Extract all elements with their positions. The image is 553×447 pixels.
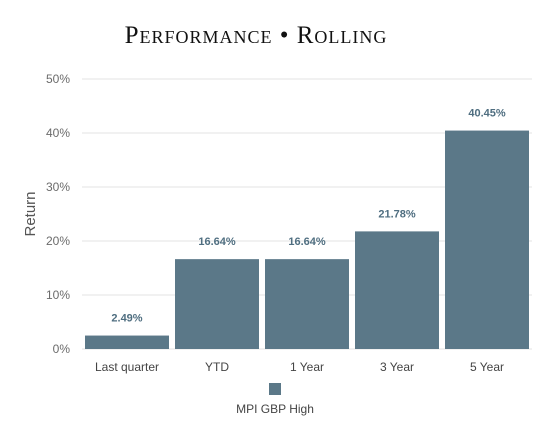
y-tick-label: 40%	[46, 126, 70, 140]
y-tick-label: 50%	[46, 72, 70, 86]
bar-1-year	[265, 259, 349, 349]
data-label: 21.78%	[378, 208, 416, 220]
bar-ytd	[175, 259, 259, 349]
x-tick-label: 3 Year	[380, 360, 414, 374]
y-axis-label: Return	[22, 191, 39, 236]
data-label: 16.64%	[288, 236, 326, 248]
legend-label: MPI GBP High	[236, 402, 314, 416]
bar-5-year	[445, 130, 529, 349]
y-tick-label: 0%	[53, 342, 71, 356]
data-label: 16.64%	[198, 236, 236, 248]
chart-title: Performance • Rolling	[124, 22, 388, 49]
data-label: 40.45%	[468, 108, 506, 120]
x-tick-label: YTD	[205, 360, 229, 374]
y-tick-label: 20%	[46, 234, 70, 248]
bar-last-quarter	[85, 335, 169, 349]
x-tick-label: 5 Year	[470, 360, 504, 374]
x-tick-label: Last quarter	[95, 360, 159, 374]
bar-3-year	[355, 231, 439, 349]
y-tick-label: 30%	[46, 180, 70, 194]
data-label: 2.49%	[111, 313, 142, 325]
legend-swatch	[269, 383, 281, 395]
y-tick-label: 10%	[46, 288, 70, 302]
x-tick-label: 1 Year	[290, 360, 324, 374]
